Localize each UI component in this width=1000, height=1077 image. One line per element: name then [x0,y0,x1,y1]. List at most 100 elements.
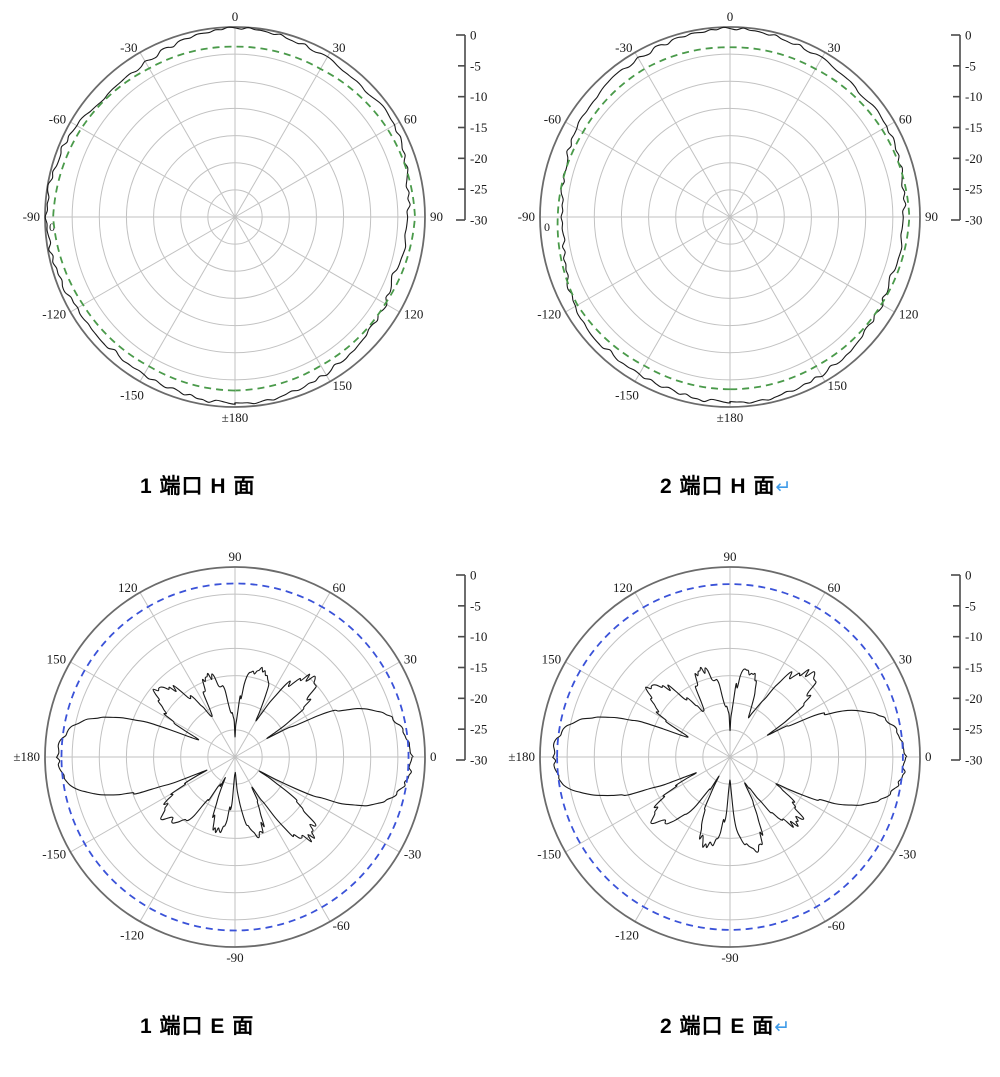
db-scale-tick-label: -25 [470,182,487,197]
measured-trace [44,26,411,405]
angle-tick-label: -30 [120,40,137,55]
angle-tick-label: -120 [537,307,561,322]
angle-tick-label: 60 [404,112,417,127]
angle-tick-label: ±180 [222,410,249,425]
polar-plot-port1-h: 0 30 60 90 120 150 ±180 -150 -120 -90 -60 -30 0 0 -5 -1… [23,9,488,425]
db-scale-tick-label: -5 [470,598,481,613]
angle-tick-label: -30 [899,847,916,862]
db-scale-tick-label: -15 [965,660,982,675]
angle-tick-label: 90 [925,209,938,224]
angle-tick-label: -90 [518,209,535,224]
db-scale-tick-label: -25 [965,722,982,737]
db-scale-bar: 0 -5 -10 -15 -20 -25 -30 [456,568,487,768]
angle-tick-label: -30 [615,40,632,55]
reference-trace [52,45,416,392]
measured-trace [552,666,908,758]
measured-trace [560,26,907,404]
measured-trace [56,666,414,758]
angle-tick-label: 0 [430,749,437,764]
db-scale-tick-label: -15 [470,660,487,675]
angle-tick-label: -30 [404,847,421,862]
caption-port2-e-plane: 2 端口 E 面↵ [660,1010,791,1040]
angle-tick-label: -60 [333,918,350,933]
angle-tick-label: 0 [925,749,932,764]
angle-tick-label: 60 [333,580,346,595]
db-scale-tick-label: -10 [470,629,487,644]
angle-tick-label: 120 [899,307,919,322]
reference-trace [60,582,410,932]
db-scale-tick-label: -30 [470,213,487,228]
db-scale-tick-label: -5 [965,58,976,73]
db-scale-bar: 0 -5 -10 -15 -20 -25 -30 [951,28,982,228]
db-scale-tick-label: -10 [965,629,982,644]
db-scale-tick-label: -25 [965,182,982,197]
angle-tick-label: -90 [23,209,40,224]
angle-tick-label: 60 [899,112,912,127]
polar-plot-port2-e: 0 30 60 90 120 150 ±180 -150 -120 -90 -60 -30 0 -5 -10… [508,549,982,965]
angle-tick-label: 30 [899,652,912,667]
panel-port2-h-plane: 0 30 60 90 120 150 ±180 -150 -120 -90 -60 -30 0 0 -5 -1… [505,5,995,445]
angle-tick-label: -90 [721,950,738,965]
angle-tick-label: 150 [828,378,848,393]
polar-plot-port1-e: 0 30 60 90 120 150 ±180 -150 -120 -90 -60 -30 0 -5 -10… [13,549,487,965]
db-scale-tick-label: -10 [470,89,487,104]
radial-origin-label: 0 [544,220,550,234]
angle-tick-label: 90 [724,549,737,564]
measured-trace [551,756,907,853]
panel-port2-e-plane: 0 30 60 90 120 150 ±180 -150 -120 -90 -60 -30 0 -5 -10… [505,545,995,985]
angle-tick-label: 150 [47,652,67,667]
return-mark-icon: ↵ [775,477,793,498]
db-scale-bar: 0 -5 -10 -15 -20 -25 -30 [951,568,982,768]
db-scale-tick-label: -20 [470,691,487,706]
reference-trace [556,583,904,931]
db-scale-tick-label: -15 [965,120,982,135]
angle-tick-label: -150 [615,387,639,402]
angle-tick-label: -120 [120,927,144,942]
panel-port1-e-plane: 0 30 60 90 120 150 ±180 -150 -120 -90 -60 -30 0 -5 -10… [10,545,500,985]
angle-tick-label: -150 [42,847,66,862]
angle-tick-label: -120 [42,307,66,322]
db-scale-tick-label: 0 [470,28,477,43]
db-scale-tick-label: -25 [470,722,487,737]
angle-tick-label: 90 [430,209,443,224]
angle-tick-label: -60 [544,112,561,127]
db-scale-tick-label: -30 [965,213,982,228]
angle-tick-label: 0 [727,9,734,24]
angle-tick-label: 150 [333,378,353,393]
angle-tick-label: 120 [404,307,424,322]
angle-tick-label: -150 [537,847,561,862]
db-scale-tick-label: -20 [470,151,487,166]
db-scale-tick-label: 0 [965,568,972,583]
angle-tick-label: 0 [232,9,239,24]
db-scale-tick-label: -30 [470,753,487,768]
caption-text: 2 端口 H 面 [660,475,776,498]
angle-tick-label: -90 [226,950,243,965]
db-scale-bar: 0 -5 -10 -15 -20 -25 -30 [456,28,487,228]
db-scale-tick-label: 0 [965,28,972,43]
angle-tick-label: 30 [404,652,417,667]
reference-trace [556,46,911,391]
angle-tick-label: 150 [542,652,562,667]
db-scale-tick-label: -5 [965,598,976,613]
caption-text: 1 端口 H 面 [140,475,256,498]
angle-tick-label: 30 [828,40,841,55]
db-scale-tick-label: -10 [965,89,982,104]
angle-tick-label: 90 [229,549,242,564]
angle-tick-label: ±180 [13,749,40,764]
db-scale-tick-label: -5 [470,58,481,73]
measured-trace [55,756,413,843]
db-scale-tick-label: -20 [965,691,982,706]
db-scale-tick-label: 0 [470,568,477,583]
angle-tick-label: ±180 [508,749,535,764]
return-mark-icon: ↵ [774,1017,792,1038]
polar-plot-port2-h: 0 30 60 90 120 150 ±180 -150 -120 -90 -60 -30 0 0 -5 -1… [518,9,983,425]
caption-text: 2 端口 E 面 [660,1015,775,1038]
caption-port1-h-plane: 1 端口 H 面 [140,470,255,500]
caption-port1-e-plane: 1 端口 E 面 [140,1010,254,1040]
angle-tick-label: -60 [828,918,845,933]
angle-tick-label: -120 [615,927,639,942]
db-scale-tick-label: -30 [965,753,982,768]
radial-origin-label: 0 [49,220,55,234]
angle-tick-label: 120 [613,580,633,595]
